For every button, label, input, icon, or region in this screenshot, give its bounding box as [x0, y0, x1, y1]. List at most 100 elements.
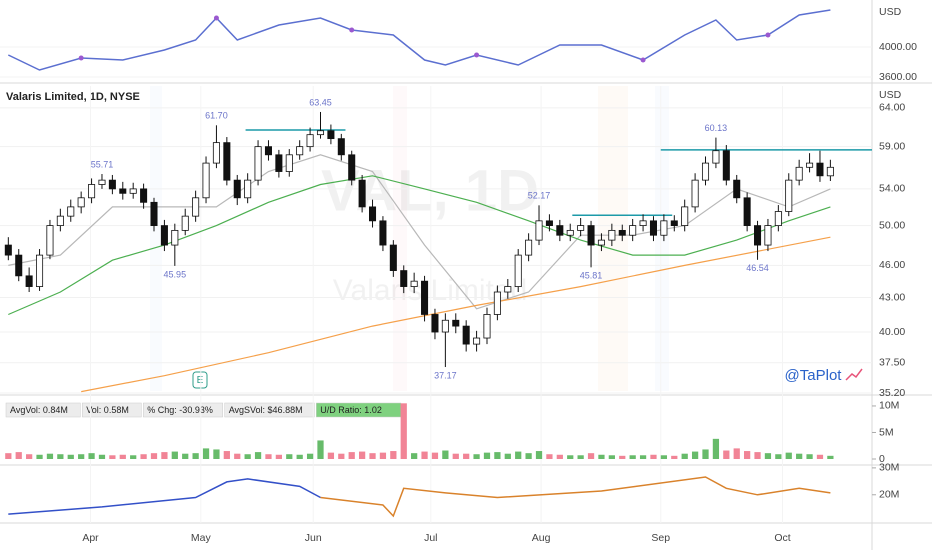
candle-body: [4, 244, 12, 256]
session-bands: [150, 86, 669, 391]
candle-body: [764, 225, 772, 246]
volume-tick-label: 5M: [879, 426, 894, 438]
volume-bar: [431, 452, 439, 459]
volume-bar: [504, 453, 511, 459]
rs-dot: [765, 32, 771, 38]
candle-body: [77, 197, 85, 208]
line: [8, 478, 321, 515]
volume-bar: [442, 450, 449, 459]
price-annotation: 52.17: [528, 191, 551, 201]
candle-body: [369, 206, 377, 222]
volume-bar: [327, 452, 335, 459]
stats-box: AvgVol: 0.84M Vol: 0.58M % Chg: -30.93% Avg…: [5, 402, 402, 418]
candle-body: [639, 220, 647, 226]
volume-bar: [46, 453, 54, 459]
candle-body: [119, 188, 127, 194]
line: [7, 9, 831, 71]
volume-bar: [254, 452, 262, 459]
candle-body: [160, 225, 168, 246]
rs-dot: [78, 55, 84, 61]
candle-body: [192, 197, 200, 217]
price-annotation: 45.81: [580, 271, 603, 281]
brand: @TaPlot: [785, 367, 843, 384]
volume-bar: [161, 452, 168, 459]
volume-bar: [567, 455, 574, 459]
volume-bar: [119, 454, 126, 459]
candle-body: [441, 319, 449, 333]
volume-bar: [702, 449, 709, 459]
volume-bar: [681, 453, 688, 459]
volume-bar: [463, 453, 470, 459]
volume-bar: [57, 454, 64, 459]
candle-body: [691, 179, 699, 208]
candle-body: [254, 146, 262, 181]
candle-body: [171, 229, 179, 246]
volume-bar: [525, 453, 532, 459]
volume-bar: [671, 455, 678, 459]
price-tick-label: 43.00: [879, 291, 905, 303]
candle-body: [296, 146, 304, 156]
x-tick-label: Apr: [82, 532, 99, 544]
price-tick-label: 50.00: [879, 219, 905, 231]
volume-bar: [712, 438, 720, 459]
volume-bar: [5, 453, 12, 459]
volume-bar: [723, 450, 730, 459]
candle-body: [36, 254, 44, 287]
band: [655, 86, 669, 391]
candle-body: [545, 220, 553, 226]
stat-box: [5, 402, 81, 418]
volume-tick-label: 10M: [879, 400, 899, 412]
volume-bar: [577, 455, 584, 459]
price-annotation: 46.54: [746, 263, 769, 273]
rs-dot: [474, 52, 480, 58]
candle-body: [660, 220, 668, 236]
price-annotation: 63.45: [309, 97, 332, 107]
candle-body: [826, 166, 834, 177]
volume-bar: [515, 451, 522, 459]
candle-body: [223, 142, 231, 181]
candle-body: [140, 188, 148, 203]
rs-dot: [349, 27, 355, 33]
candle-body: [754, 225, 762, 246]
volume-bar: [827, 455, 834, 459]
volume-bar: [535, 451, 543, 459]
candle-body: [150, 201, 158, 226]
price-annotation: 60.13: [705, 123, 728, 133]
volume-bar: [140, 454, 147, 459]
candle-body: [108, 179, 116, 190]
price-tick-label: 54.00: [879, 183, 905, 195]
volume-bar: [296, 454, 303, 459]
price-tick-label: 59.00: [879, 140, 905, 152]
rs-tick-label: 3600.00: [879, 71, 917, 83]
chart-title: Valaris Limited, 1D, NYSE: [6, 91, 140, 103]
price-annotation: 45.95: [164, 269, 187, 279]
candle-body: [608, 229, 616, 241]
candle-body: [202, 162, 210, 199]
candle-body: [98, 179, 106, 185]
candle-body: [806, 162, 814, 168]
volume-bar: [796, 453, 803, 459]
candle-body: [816, 162, 824, 177]
candle-body: [670, 220, 678, 226]
volume-bar: [785, 452, 792, 459]
candle-body: [493, 291, 501, 315]
candle-body: [212, 142, 220, 164]
candle-body: [701, 162, 710, 181]
volume-bar: [275, 454, 282, 459]
volume-bar: [192, 453, 199, 459]
volume-bar: [660, 455, 668, 459]
price-tick-label: 35.20: [879, 387, 905, 399]
candle-body: [577, 225, 585, 231]
dv-tick-label: 30M: [879, 462, 899, 474]
volume-bar: [109, 455, 116, 459]
candle-body: [56, 215, 64, 226]
candle-body: [264, 146, 272, 156]
volume-bar: [338, 453, 345, 459]
volume-bar: [234, 453, 241, 459]
volume-bar: [639, 455, 647, 459]
candle-body: [431, 314, 439, 333]
candle-body: [566, 229, 574, 236]
candle-body: [233, 179, 241, 199]
volume-bar: [473, 454, 480, 459]
